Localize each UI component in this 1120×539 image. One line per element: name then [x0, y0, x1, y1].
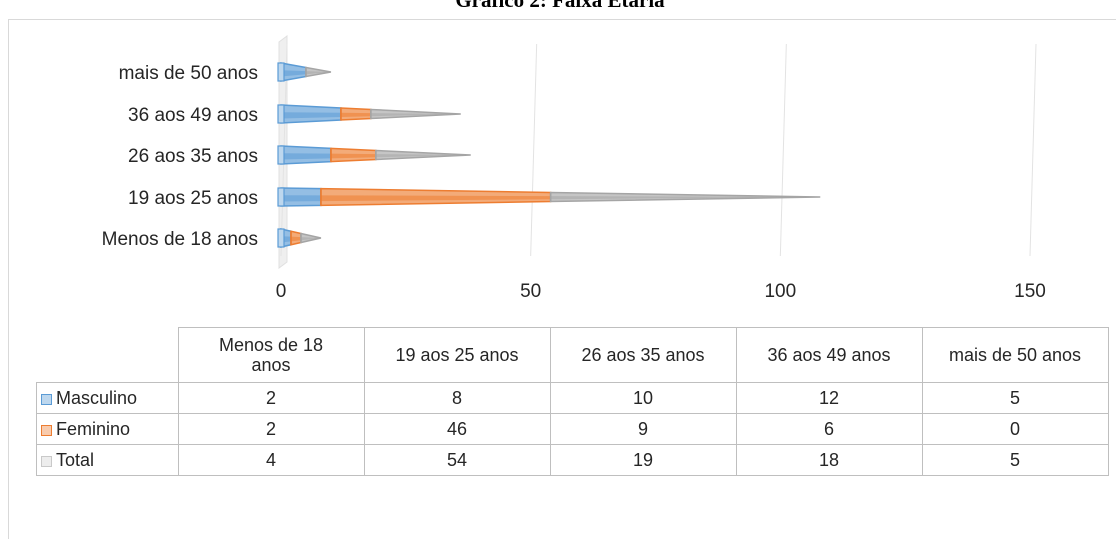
legend-label: Masculino [56, 387, 138, 408]
x-tick-label: 50 [520, 281, 541, 302]
bar-base [277, 62, 285, 82]
table-cell: 2 [177, 382, 365, 414]
legend-entry: Feminino [36, 413, 179, 445]
table-column-header: mais de 50 anos [921, 327, 1109, 383]
table-cell: 9 [549, 413, 737, 445]
legend-key-icon [41, 455, 52, 467]
gridline [530, 43, 538, 257]
table-cell: 12 [735, 382, 923, 414]
bar-total-shade [550, 196, 821, 200]
gridline [1029, 43, 1037, 257]
bar-base [277, 228, 285, 248]
bar-feminino-shade [330, 153, 376, 159]
bar-masculino-shade [281, 112, 341, 119]
bar-base [277, 145, 285, 165]
table-cell: 10 [549, 382, 737, 414]
bar-feminino-shade [290, 236, 301, 242]
category-label: 26 aos 35 anos [128, 146, 258, 167]
data-table: Menos de 18 anos 19 aos 25 anos 26 aos 35 a… [36, 327, 1109, 476]
table-cell: 4 [177, 444, 365, 476]
table-cell: 2 [177, 413, 365, 445]
table-cell: 0 [921, 413, 1109, 445]
legend-label: Total [56, 449, 95, 470]
table-cell: 6 [735, 413, 923, 445]
legend-key-icon [41, 424, 52, 436]
legend-key-icon [41, 393, 52, 405]
table-cell: 5 [921, 444, 1109, 476]
gridline [779, 43, 787, 257]
category-label: Menos de 18 anos [102, 229, 258, 250]
table-header-row: Menos de 18 anos 19 aos 25 anos 26 aos 35 a… [36, 327, 1109, 383]
chart-frame [8, 19, 1116, 539]
bar-masculino-shade [281, 70, 306, 77]
table-row: Feminino 2 46 9 6 0 [36, 413, 1109, 445]
bar-feminino-shade [320, 195, 551, 202]
table-corner [36, 327, 179, 383]
bar-chart: 0 50 100 150 Menos de 18 anos 19 aos 25 anos 2… [102, 35, 1046, 302]
table-cell: 8 [363, 382, 551, 414]
table-column-header: 26 aos 35 anos [549, 327, 737, 383]
table-row: Masculino 2 8 10 12 5 [36, 382, 1109, 414]
table-column-header: 36 aos 49 anos [735, 327, 923, 383]
legend-entry: Total [36, 444, 179, 476]
x-tick-label: 100 [764, 281, 796, 302]
bar-masculino-shade [281, 195, 321, 202]
table-cell: 5 [921, 382, 1109, 414]
table-cell: 54 [363, 444, 551, 476]
table-cell: 18 [735, 444, 923, 476]
bar-total-shade [305, 71, 331, 75]
bar-total-shade [375, 154, 471, 158]
bar-total-shade [300, 237, 321, 241]
bar-base [277, 104, 285, 124]
bar-feminino-shade [340, 112, 371, 117]
bar-base [277, 187, 285, 207]
table-row: Total 4 54 19 18 5 [36, 444, 1109, 476]
legend-label: Feminino [56, 418, 131, 439]
table-cell: 19 [549, 444, 737, 476]
bar-masculino-shade [281, 153, 331, 160]
table-column-header: 19 aos 25 anos [363, 327, 551, 383]
x-tick-label: 150 [1014, 281, 1046, 302]
category-label: mais de 50 anos [119, 63, 258, 84]
category-label: 36 aos 49 anos [128, 105, 258, 126]
legend-entry: Masculino [36, 382, 179, 414]
bar-total-shade [370, 113, 461, 117]
category-label: 19 aos 25 anos [128, 188, 258, 209]
chart-title: Gráfico 2: Faixa Etária [455, 0, 665, 12]
x-tick-label: 0 [276, 281, 287, 302]
table-cell: 46 [363, 413, 551, 445]
table-column-header: Menos de 18 anos [177, 327, 365, 383]
